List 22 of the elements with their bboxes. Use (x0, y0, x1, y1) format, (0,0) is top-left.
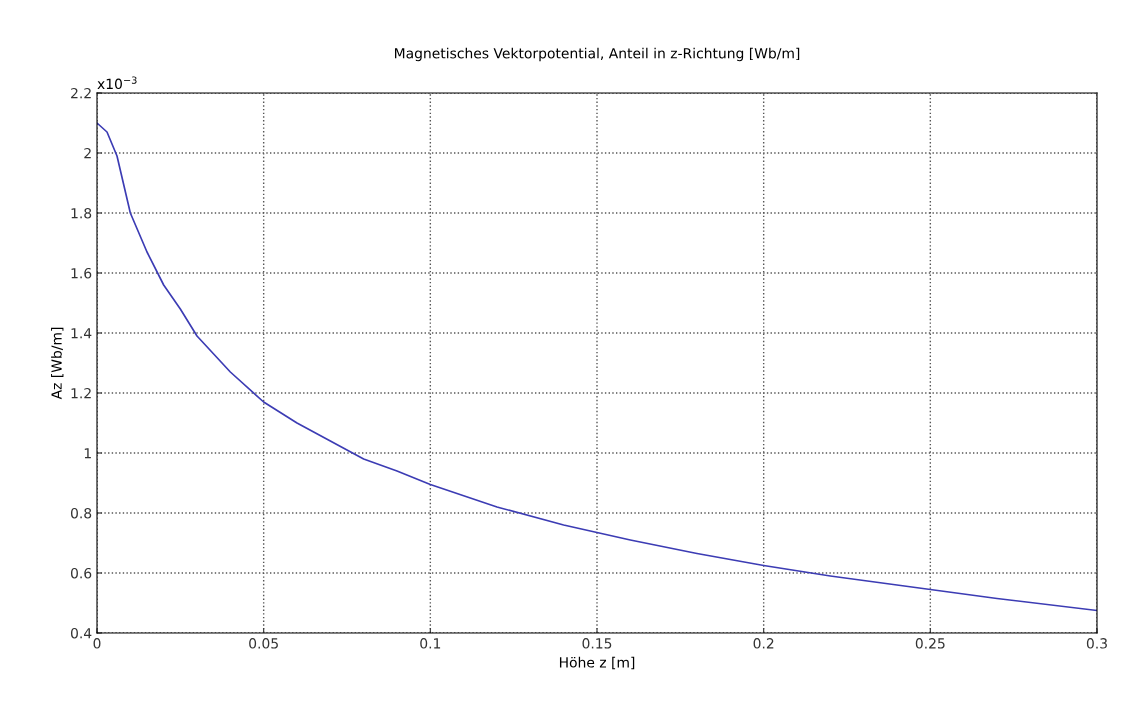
y-axis-title: Az [Wb/m] (51, 327, 64, 400)
x-tick-label: 0.3 (1086, 638, 1107, 649)
y-tick-label: 1.2 (71, 387, 91, 399)
y-tick-label: 0.8 (70, 507, 92, 519)
x-tick-label: 0.05 (249, 638, 278, 649)
y-tick-label: 0.6 (70, 567, 92, 579)
text: x10$^{−3}$ (97, 76, 137, 90)
x-tick-label: 0 (93, 638, 101, 649)
y-tick-label: 1.8 (71, 207, 92, 219)
y-tick-label: 1.6 (71, 267, 92, 279)
chart-title: Magnetisches Vektorpotential, Anteil in z-Richtung [Wb/m] (395, 47, 800, 62)
y-tick-label: 2 (84, 147, 91, 159)
y-tick-label: 1.4 (71, 328, 92, 339)
line-series (97, 122, 1097, 612)
x-tick-label: 0.15 (582, 638, 612, 649)
y-tick-label: 0.4 (70, 627, 92, 639)
x-tick-label: 0.2 (753, 638, 774, 649)
x-axis-title: Höhe z [m] (559, 656, 635, 670)
x-tick-label: 0.1 (420, 638, 441, 649)
y-tick-label: 2.2 (71, 87, 91, 99)
y-tick-label: 1 (84, 448, 91, 459)
x-tick-label: 0.25 (915, 638, 945, 649)
